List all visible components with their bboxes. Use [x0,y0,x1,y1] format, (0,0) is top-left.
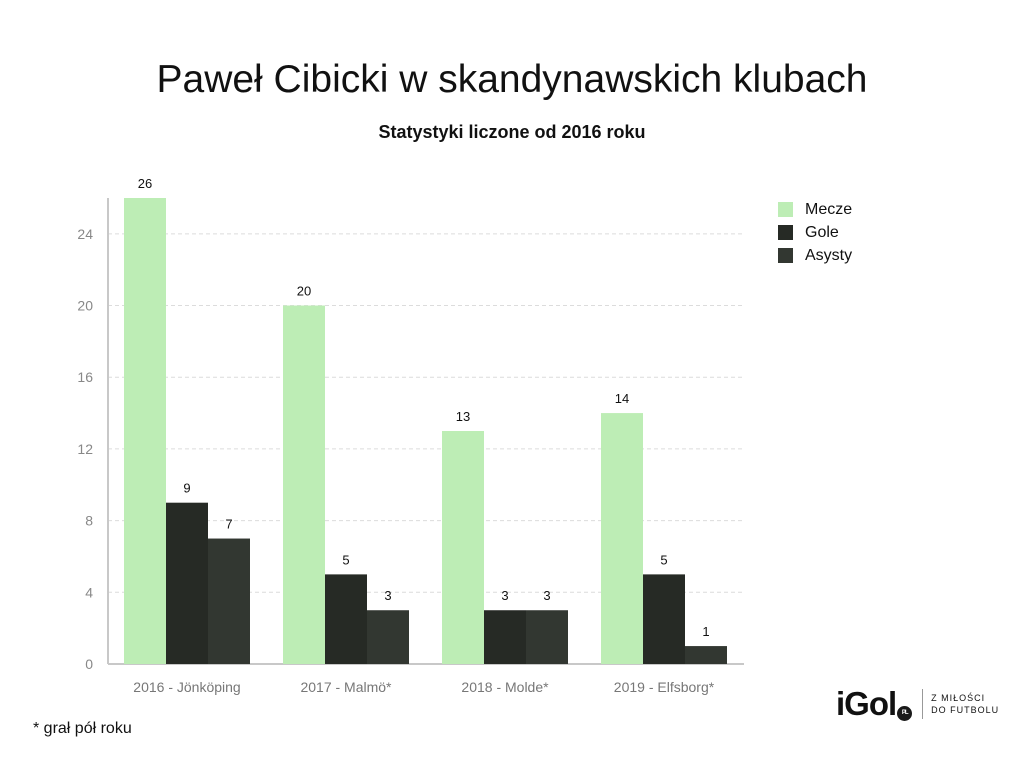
y-tick-label-4: 4 [85,584,93,600]
data-label-gole-3: 5 [660,552,667,567]
bar-mecze-2 [442,431,484,664]
data-label-gole-2: 3 [501,588,508,603]
brand-logo-text: iGol [836,685,897,722]
data-label-asysty-3: 1 [702,624,709,639]
y-tick-label-8: 8 [85,513,93,529]
y-tick-label-24: 24 [77,226,93,242]
y-tick-label-12: 12 [77,441,93,457]
chart-subtitle: Statystyki liczone od 2016 roku [378,122,646,142]
data-label-mecze-3: 14 [615,391,629,406]
y-tick-label-20: 20 [77,298,93,314]
brand-tagline: Z MIŁOŚCI DO FUTBOLU [931,692,999,716]
bar-gole-0 [166,502,208,664]
legend-label-asysty: Asysty [805,246,853,264]
data-label-mecze-0: 26 [138,176,152,191]
bar-mecze-0 [124,198,166,664]
bar-asysty-0 [208,538,250,664]
y-tick-label-16: 16 [77,369,93,385]
data-label-mecze-1: 20 [297,284,311,299]
legend-swatch-mecze [778,202,793,217]
legend-swatch-gole [778,225,793,240]
data-label-gole-1: 5 [342,552,349,567]
brand-tagline-line2: DO FUTBOLU [931,705,1000,715]
data-label-asysty-0: 7 [225,517,232,532]
data-label-gole-0: 9 [183,481,190,496]
bar-mecze-1 [283,305,325,664]
data-label-asysty-1: 3 [384,588,391,603]
bars [124,198,727,664]
brand-divider [922,689,924,719]
legend-item-gole: Gole [778,221,852,244]
x-tick-label-0: 2016 - Jönköping [133,679,240,695]
bar-gole-1 [325,574,367,664]
bar-gole-2 [484,610,526,664]
legend-item-mecze: Mecze [778,198,852,221]
bar-asysty-2 [526,610,568,664]
bar-gole-3 [643,574,685,664]
y-tick-label-0: 0 [85,656,93,672]
brand-badge: PL [897,706,913,721]
legend-label-gole: Gole [805,223,839,241]
legend-item-asysty: Asysty [778,244,852,267]
bar-asysty-3 [685,646,727,664]
footnote: * grał pół roku [33,720,132,737]
data-label-mecze-2: 13 [456,409,470,424]
data-label-asysty-2: 3 [543,588,550,603]
legend-label-mecze: Mecze [805,200,853,218]
x-tick-label-2: 2018 - Molde* [461,679,549,695]
legend-swatch-asysty [778,248,793,263]
legend: Mecze Gole Asysty [778,198,852,267]
brand-tagline-line1: Z MIŁOŚCI [931,693,986,703]
labels: 26 9 7 20 5 3 13 3 3 14 5 1 [138,176,710,639]
brand-logo[interactable]: iGol PL Z MIŁOŚCI DO FUTBOLU [836,685,999,723]
bar-asysty-1 [367,610,409,664]
bar-mecze-3 [601,413,643,664]
x-tick-label-1: 2017 - Malmö* [300,679,392,695]
igol-logo: iGol PL [836,685,913,723]
chart-title: Paweł Cibicki w skandynawskich klubach [156,58,868,101]
x-tick-label-3: 2019 - Elfsborg* [614,679,715,695]
